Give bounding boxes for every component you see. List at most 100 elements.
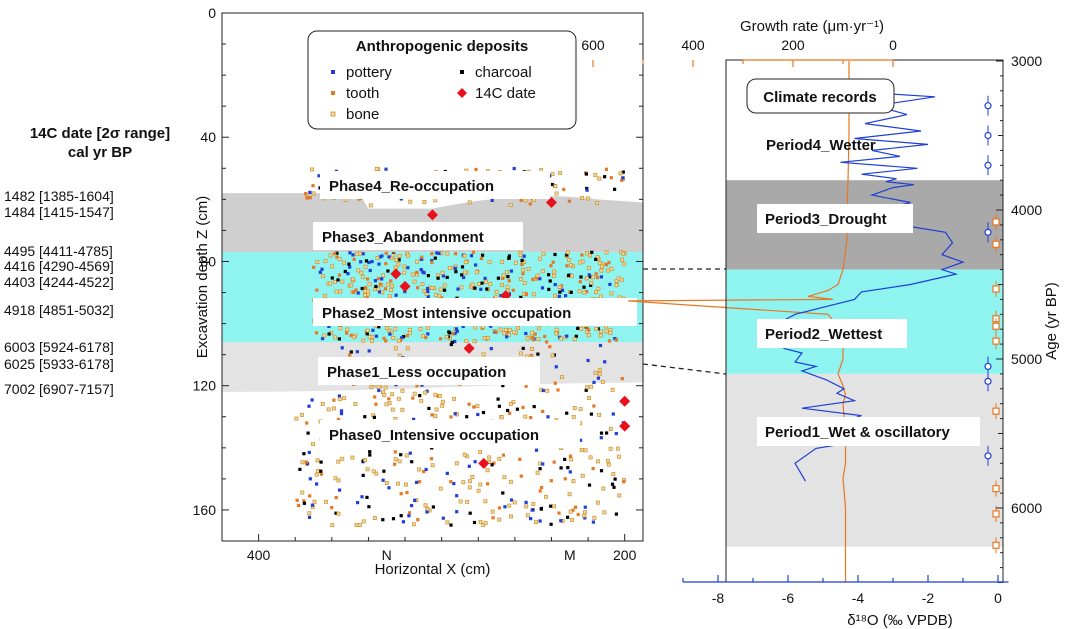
artifact-point (430, 252, 434, 256)
artifact-point (599, 264, 604, 269)
artifact-point (558, 290, 562, 294)
growth-tick-label-400: 400 (681, 37, 705, 53)
artifact-point (455, 494, 459, 498)
artifact-point (606, 462, 611, 467)
artifact-point (622, 262, 627, 267)
artifact-point (334, 496, 338, 500)
c14-date-point-1 (399, 280, 411, 292)
artifact-point (339, 409, 344, 413)
y-tick-label-0: 0 (208, 5, 216, 21)
artifact-point (453, 266, 457, 270)
artifact-point (549, 264, 553, 268)
phase-label-0: Phase4_Re-occupation (329, 178, 494, 195)
artifact-point (550, 172, 555, 176)
artifact-point (549, 522, 553, 526)
artifact-point (509, 498, 514, 502)
artifact-point (599, 268, 604, 273)
artifact-point (614, 432, 618, 436)
artifact-point (525, 513, 530, 518)
artifact-point (422, 200, 427, 204)
artifact-point (589, 280, 594, 285)
artifact-point (337, 397, 342, 402)
artifact-point (397, 459, 402, 464)
artifact-point (587, 483, 592, 487)
artifact-point (608, 327, 613, 332)
artifact-point (535, 276, 539, 280)
d18o-tick-label--8: -8 (712, 590, 725, 606)
artifact-point (608, 331, 613, 335)
artifact-point (384, 251, 388, 255)
artifact-point (308, 477, 312, 481)
artifact-point (497, 517, 502, 522)
artifact-point (577, 289, 582, 294)
artifact-point (371, 328, 375, 332)
artifact-point (356, 501, 360, 505)
artifact-point (505, 335, 509, 339)
artifact-point (559, 519, 563, 523)
artifact-point (440, 403, 445, 408)
artifact-point (614, 283, 619, 288)
artifact-point (540, 269, 545, 274)
artifact-point (460, 273, 464, 277)
artifact-point (378, 255, 382, 259)
artifact-point (580, 473, 585, 478)
artifact-point (590, 250, 594, 254)
artifact-point (430, 259, 434, 263)
artifact-point (404, 453, 409, 458)
climate-records-box (746, 78, 895, 114)
c14-date-point-5 (545, 196, 557, 208)
artifact-point (305, 196, 309, 200)
artifact-point (554, 191, 559, 196)
artifact-point (367, 260, 371, 265)
y-tick-label-80: 80 (200, 253, 216, 269)
artifact-point (506, 408, 510, 413)
artifact-point (359, 260, 363, 264)
artifact-point (397, 353, 402, 358)
artifact-point (574, 334, 578, 338)
sample-marker-6 (992, 285, 1000, 293)
artifact-point (449, 523, 453, 527)
artifact-point (333, 251, 337, 256)
artifact-point (442, 288, 447, 292)
artifact-point (587, 328, 591, 332)
artifact-point (553, 381, 557, 385)
artifact-point (480, 281, 484, 285)
artifact-point (535, 273, 540, 278)
artifact-point (508, 202, 513, 207)
artifact-point (597, 412, 602, 417)
artifact-point (347, 262, 351, 266)
artifact-point (576, 326, 580, 330)
date-table-row: 4495 [4411-4785] (4, 242, 113, 259)
artifact-point (389, 279, 393, 283)
artifact-point (473, 460, 477, 464)
artifact-point (332, 398, 336, 402)
artifact-point (374, 334, 379, 338)
artifact-point (386, 269, 390, 273)
artifact-point (415, 384, 419, 388)
artifact-point (462, 253, 467, 258)
artifact-point (455, 329, 459, 333)
artifact-point (481, 352, 486, 357)
artifact-point (540, 485, 544, 490)
artifact-point (374, 471, 379, 476)
artifact-point (368, 453, 372, 457)
artifact-point (305, 421, 309, 425)
artifact-point (338, 289, 343, 294)
artifact-point (365, 332, 369, 336)
artifact-point (415, 259, 420, 264)
artifact-point (531, 338, 535, 342)
artifact-point (318, 270, 322, 274)
artifact-point (585, 186, 589, 191)
artifact-point (521, 267, 526, 272)
artifact-point (335, 255, 339, 259)
artifact-point (508, 411, 512, 415)
artifact-point (352, 290, 356, 294)
artifact-point (327, 324, 331, 328)
artifact-point (376, 277, 380, 281)
artifact-point (324, 499, 328, 504)
artifact-point (483, 499, 488, 504)
artifact-point (595, 201, 600, 206)
artifact-point (437, 294, 442, 298)
artifact-point (610, 482, 615, 486)
